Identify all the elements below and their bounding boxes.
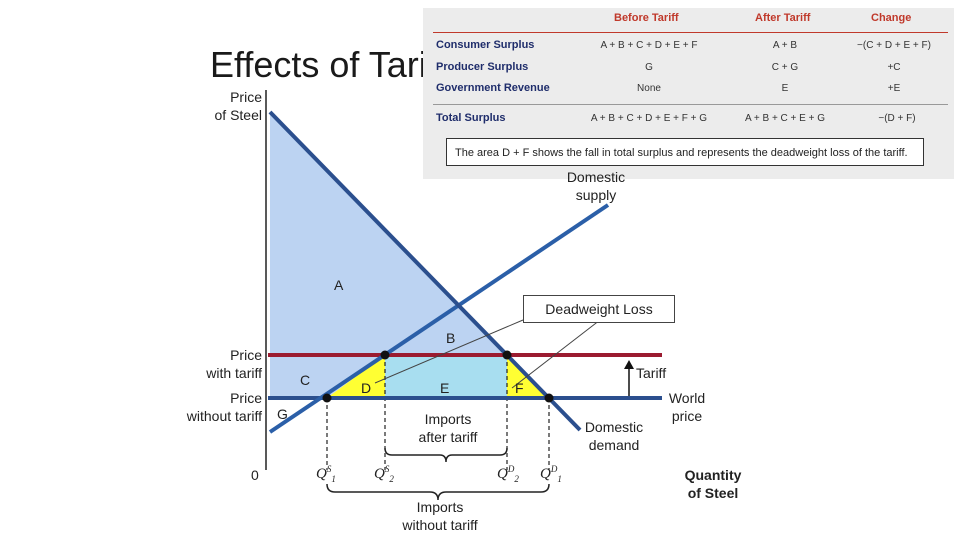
table-header-before: Before Tariff <box>614 12 679 24</box>
point-q2s <box>380 350 390 360</box>
imports-after-bracket <box>384 447 508 463</box>
row-government-change: +E <box>887 83 901 94</box>
row-consumer-change: −(C + D + E + F) <box>857 40 931 51</box>
domestic-supply-line2: supply <box>575 187 617 204</box>
area-a-label: A <box>334 277 344 293</box>
q1-supply-label: QS1 <box>316 464 336 484</box>
q1-demand-label: QD1 <box>540 464 562 484</box>
deadweight-loss-label: Deadweight Loss <box>523 295 675 323</box>
imports-without-line2: without tariff <box>402 517 478 534</box>
q2d-sub: 2 <box>514 474 519 484</box>
row-consumer-before: A + B + C + D + E + F <box>600 40 698 51</box>
x-axis-title-line2: of Steel <box>687 485 739 502</box>
point-q1d <box>544 393 554 403</box>
area-g-label: G <box>277 406 288 422</box>
tariff-arrow-head <box>624 360 634 369</box>
row-total-before: A + B + C + D + E + F + G <box>590 113 708 124</box>
x-axis-title: Quantity of Steel <box>668 466 758 502</box>
row-producer-change: +C <box>887 62 901 73</box>
point-q1s <box>322 393 332 403</box>
q2-supply-label: QS2 <box>374 464 394 484</box>
price-without-tariff-line1: Price <box>230 390 262 406</box>
area-d-label: D <box>361 380 372 396</box>
table-note: The area D + F shows the fall in total s… <box>446 138 924 166</box>
price-without-tariff-label: Price without tariff <box>160 389 262 425</box>
dwl-pointer-d <box>374 319 524 384</box>
table-header-rule <box>433 32 948 33</box>
area-f-label: F <box>515 380 524 396</box>
imports-after-line1: Imports <box>424 411 472 427</box>
y-axis-title-line1: Price <box>230 89 262 105</box>
row-total-change: −(D + F) <box>878 113 916 124</box>
y-axis-title: Price of Steel <box>188 88 262 124</box>
q2-demand-label: QD2 <box>497 464 519 484</box>
world-price-line2: price <box>671 408 703 425</box>
slide-title: Effects of Tariff <box>210 44 447 85</box>
domestic-demand-line1: Domestic <box>584 419 644 435</box>
q2s-sup: S <box>384 464 390 474</box>
q1d-letter: Q <box>540 466 551 482</box>
row-government-label: Government Revenue <box>436 82 550 94</box>
y-axis-title-line2: of Steel <box>214 107 262 124</box>
area-c-region <box>270 355 385 398</box>
imports-after-tariff-label: Imports after tariff <box>406 410 490 446</box>
q1s-letter: Q <box>316 466 327 482</box>
domestic-supply-line1: Domestic <box>566 169 626 185</box>
tariff-label: Tariff <box>636 365 667 381</box>
row-total-after: A + B + C + E + G <box>744 113 826 124</box>
area-c-label: C <box>300 372 311 388</box>
x-axis-title-line1: Quantity <box>684 467 742 483</box>
point-q2d <box>502 350 512 360</box>
row-producer-before: G <box>645 62 653 73</box>
q1d-sub: 1 <box>557 474 562 484</box>
area-b-label: B <box>446 330 456 346</box>
q1s-sup: S <box>326 464 332 474</box>
table-header-change: Change <box>871 12 912 24</box>
price-with-tariff-line2: with tariff <box>206 365 262 382</box>
row-producer-after: C + G <box>771 62 799 73</box>
row-total-label: Total Surplus <box>436 112 506 124</box>
row-consumer-label: Consumer Surplus <box>436 39 535 51</box>
row-producer-label: Producer Surplus <box>436 61 529 73</box>
domestic-supply-label: Domestic supply <box>556 168 636 204</box>
row-government-before: None <box>637 83 661 94</box>
domestic-demand-line2: demand <box>588 437 640 454</box>
dwl-pointer-f <box>511 319 601 389</box>
table-header-after: After Tariff <box>755 12 811 24</box>
imports-without-tariff-label: Imports without tariff <box>392 498 488 534</box>
q2d-letter: Q <box>497 466 508 482</box>
world-price-label: World price <box>658 389 716 425</box>
price-with-tariff-label: Price with tariff <box>170 346 262 382</box>
row-government-after: E <box>781 83 789 94</box>
price-with-tariff-line1: Price <box>230 347 262 363</box>
q1s-sub: 1 <box>331 474 336 484</box>
imports-without-bracket <box>326 483 550 501</box>
q2s-sub: 2 <box>389 474 394 484</box>
domestic-demand-line <box>268 110 582 432</box>
origin-label: 0 <box>251 467 259 483</box>
domestic-demand-label: Domestic demand <box>574 418 654 454</box>
area-e-label: E <box>440 380 450 396</box>
q2d-sup: D <box>507 464 515 474</box>
imports-without-line1: Imports <box>416 499 464 515</box>
table-total-rule <box>433 104 948 105</box>
row-consumer-after: A + B <box>772 40 798 51</box>
q1d-sup: D <box>550 464 558 474</box>
price-without-tariff-line2: without tariff <box>186 408 262 425</box>
world-price-line1: World <box>668 390 706 406</box>
q2s-letter: Q <box>374 466 385 482</box>
imports-after-line2: after tariff <box>418 429 478 446</box>
